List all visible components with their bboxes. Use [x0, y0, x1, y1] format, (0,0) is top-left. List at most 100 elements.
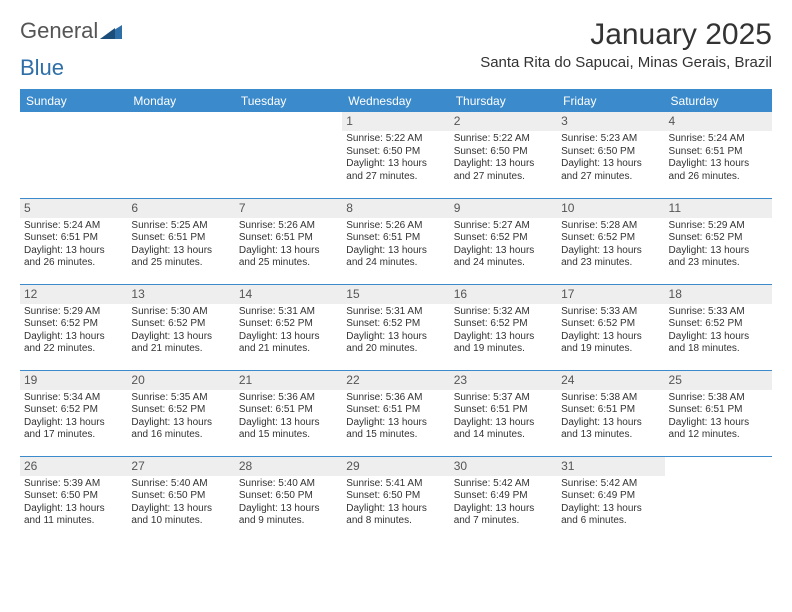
- calendar-day-cell: 2Sunrise: 5:22 AMSunset: 6:50 PMDaylight…: [450, 112, 557, 198]
- sunset-text: Sunset: 6:51 PM: [239, 404, 338, 417]
- sunset-text: Sunset: 6:52 PM: [24, 318, 123, 331]
- daylight-text: Daylight: 13 hours and 27 minutes.: [346, 158, 445, 183]
- calendar-day-cell: 20Sunrise: 5:35 AMSunset: 6:52 PMDayligh…: [127, 370, 234, 456]
- daylight-text: Daylight: 13 hours and 10 minutes.: [131, 503, 230, 528]
- daylight-text: Daylight: 13 hours and 18 minutes.: [669, 331, 768, 356]
- calendar-day-cell: 17Sunrise: 5:33 AMSunset: 6:52 PMDayligh…: [557, 284, 664, 370]
- day-details: Sunrise: 5:32 AMSunset: 6:52 PMDaylight:…: [454, 306, 553, 356]
- day-number: 29: [342, 457, 449, 476]
- day-number: 24: [557, 371, 664, 390]
- day-details: Sunrise: 5:31 AMSunset: 6:52 PMDaylight:…: [239, 306, 338, 356]
- day-number: 18: [665, 285, 772, 304]
- calendar-day-cell: 11Sunrise: 5:29 AMSunset: 6:52 PMDayligh…: [665, 198, 772, 284]
- day-details: Sunrise: 5:34 AMSunset: 6:52 PMDaylight:…: [24, 392, 123, 442]
- daylight-text: Daylight: 13 hours and 11 minutes.: [24, 503, 123, 528]
- daylight-text: Daylight: 13 hours and 15 minutes.: [346, 417, 445, 442]
- sunrise-text: Sunrise: 5:29 AM: [669, 220, 768, 233]
- weekday-header: Sunday: [20, 90, 127, 113]
- calendar-day-cell: 19 Sunrise: 5:34 AMSunset: 6:52 PMDayligh…: [20, 370, 127, 456]
- calendar-week-row: 19 Sunrise: 5:34 AMSunset: 6:52 PMDayligh…: [20, 370, 772, 456]
- calendar-week-row: 5Sunrise: 5:24 AMSunset: 6:51 PMDaylight…: [20, 198, 772, 284]
- day-number: 31: [557, 457, 664, 476]
- weekday-header: Saturday: [665, 90, 772, 113]
- calendar-day-cell: .: [127, 112, 234, 198]
- calendar-day-cell: 27Sunrise: 5:40 AMSunset: 6:50 PMDayligh…: [127, 456, 234, 542]
- sunset-text: Sunset: 6:52 PM: [346, 318, 445, 331]
- day-details: Sunrise: 5:35 AMSunset: 6:52 PMDaylight:…: [131, 392, 230, 442]
- day-details: Sunrise: 5:25 AMSunset: 6:51 PMDaylight:…: [131, 220, 230, 270]
- daylight-text: Daylight: 13 hours and 24 minutes.: [454, 245, 553, 270]
- calendar-day-cell: 3Sunrise: 5:23 AMSunset: 6:50 PMDaylight…: [557, 112, 664, 198]
- day-details: Sunrise: 5:31 AMSunset: 6:52 PMDaylight:…: [346, 306, 445, 356]
- day-details: Sunrise: 5:29 AMSunset: 6:52 PMDaylight:…: [24, 306, 123, 356]
- day-details: Sunrise: 5:38 AMSunset: 6:51 PMDaylight:…: [669, 392, 768, 442]
- weekday-header: Friday: [557, 90, 664, 113]
- day-details: Sunrise: 5:41 AMSunset: 6:50 PMDaylight:…: [346, 478, 445, 528]
- sunrise-text: Sunrise: 5:38 AM: [669, 392, 768, 405]
- sunrise-text: Sunrise: 5:35 AM: [131, 392, 230, 405]
- sunrise-text: Sunrise: 5:37 AM: [454, 392, 553, 405]
- daylight-text: Daylight: 13 hours and 21 minutes.: [131, 331, 230, 356]
- sunrise-text: Sunrise: 5:31 AM: [346, 306, 445, 319]
- calendar-day-cell: 23Sunrise: 5:37 AMSunset: 6:51 PMDayligh…: [450, 370, 557, 456]
- day-number: 5: [20, 199, 127, 218]
- daylight-text: Daylight: 13 hours and 21 minutes.: [239, 331, 338, 356]
- sunset-text: Sunset: 6:52 PM: [131, 404, 230, 417]
- daylight-text: Daylight: 13 hours and 23 minutes.: [561, 245, 660, 270]
- calendar-day-cell: 24Sunrise: 5:38 AMSunset: 6:51 PMDayligh…: [557, 370, 664, 456]
- sunrise-text: Sunrise: 5:42 AM: [454, 478, 553, 491]
- daylight-text: Daylight: 13 hours and 19 minutes.: [561, 331, 660, 356]
- daylight-text: Daylight: 13 hours and 16 minutes.: [131, 417, 230, 442]
- day-number: 3: [557, 112, 664, 131]
- sunset-text: Sunset: 6:51 PM: [346, 404, 445, 417]
- day-details: Sunrise: 5:39 AMSunset: 6:50 PMDaylight:…: [24, 478, 123, 528]
- daylight-text: Daylight: 13 hours and 8 minutes.: [346, 503, 445, 528]
- calendar-day-cell: 16Sunrise: 5:32 AMSunset: 6:52 PMDayligh…: [450, 284, 557, 370]
- sunrise-text: Sunrise: 5:25 AM: [131, 220, 230, 233]
- day-details: Sunrise: 5:27 AMSunset: 6:52 PMDaylight:…: [454, 220, 553, 270]
- day-details: Sunrise: 5:42 AMSunset: 6:49 PMDaylight:…: [454, 478, 553, 528]
- calendar-day-cell: 6 Sunrise: 5:25 AMSunset: 6:51 PMDaylight…: [127, 198, 234, 284]
- sunset-text: Sunset: 6:52 PM: [239, 318, 338, 331]
- day-number: 2: [450, 112, 557, 131]
- day-number: 15: [342, 285, 449, 304]
- sunrise-text: Sunrise: 5:38 AM: [561, 392, 660, 405]
- daylight-text: Daylight: 13 hours and 26 minutes.: [24, 245, 123, 270]
- sunset-text: Sunset: 6:49 PM: [561, 490, 660, 503]
- sunset-text: Sunset: 6:51 PM: [669, 404, 768, 417]
- calendar-day-cell: 9Sunrise: 5:27 AMSunset: 6:52 PMDaylight…: [450, 198, 557, 284]
- sunset-text: Sunset: 6:52 PM: [669, 232, 768, 245]
- sunset-text: Sunset: 6:52 PM: [561, 232, 660, 245]
- day-number: 6: [127, 199, 234, 218]
- day-details: Sunrise: 5:40 AMSunset: 6:50 PMDaylight:…: [131, 478, 230, 528]
- month-title: January 2025: [480, 18, 772, 52]
- sunrise-text: Sunrise: 5:33 AM: [669, 306, 768, 319]
- calendar-day-cell: 31Sunrise: 5:42 AMSunset: 6:49 PMDayligh…: [557, 456, 664, 542]
- calendar-week-row: 26Sunrise: 5:39 AMSunset: 6:50 PMDayligh…: [20, 456, 772, 542]
- calendar-day-cell: 10Sunrise: 5:28 AMSunset: 6:52 PMDayligh…: [557, 198, 664, 284]
- daylight-text: Daylight: 13 hours and 9 minutes.: [239, 503, 338, 528]
- sunrise-text: Sunrise: 5:22 AM: [454, 133, 553, 146]
- day-number: 21: [235, 371, 342, 390]
- day-number: 19: [20, 371, 127, 390]
- sunrise-text: Sunrise: 5:22 AM: [346, 133, 445, 146]
- daylight-text: Daylight: 13 hours and 24 minutes.: [346, 245, 445, 270]
- day-number: 17: [557, 285, 664, 304]
- daylight-text: Daylight: 13 hours and 23 minutes.: [669, 245, 768, 270]
- day-details: Sunrise: 5:29 AMSunset: 6:52 PMDaylight:…: [669, 220, 768, 270]
- day-details: Sunrise: 5:30 AMSunset: 6:52 PMDaylight:…: [131, 306, 230, 356]
- sunset-text: Sunset: 6:50 PM: [346, 146, 445, 159]
- day-number: 8: [342, 199, 449, 218]
- sunset-text: Sunset: 6:51 PM: [239, 232, 338, 245]
- daylight-text: Daylight: 13 hours and 22 minutes.: [24, 331, 123, 356]
- daylight-text: Daylight: 13 hours and 17 minutes.: [24, 417, 123, 442]
- sunset-text: Sunset: 6:49 PM: [454, 490, 553, 503]
- calendar-week-row: ...1Sunrise: 5:22 AMSunset: 6:50 PMDayli…: [20, 112, 772, 198]
- calendar-day-cell: 28Sunrise: 5:40 AMSunset: 6:50 PMDayligh…: [235, 456, 342, 542]
- day-details: Sunrise: 5:40 AMSunset: 6:50 PMDaylight:…: [239, 478, 338, 528]
- sunset-text: Sunset: 6:51 PM: [131, 232, 230, 245]
- sunset-text: Sunset: 6:50 PM: [346, 490, 445, 503]
- calendar-day-cell: 30Sunrise: 5:42 AMSunset: 6:49 PMDayligh…: [450, 456, 557, 542]
- sunrise-text: Sunrise: 5:27 AM: [454, 220, 553, 233]
- day-number: 10: [557, 199, 664, 218]
